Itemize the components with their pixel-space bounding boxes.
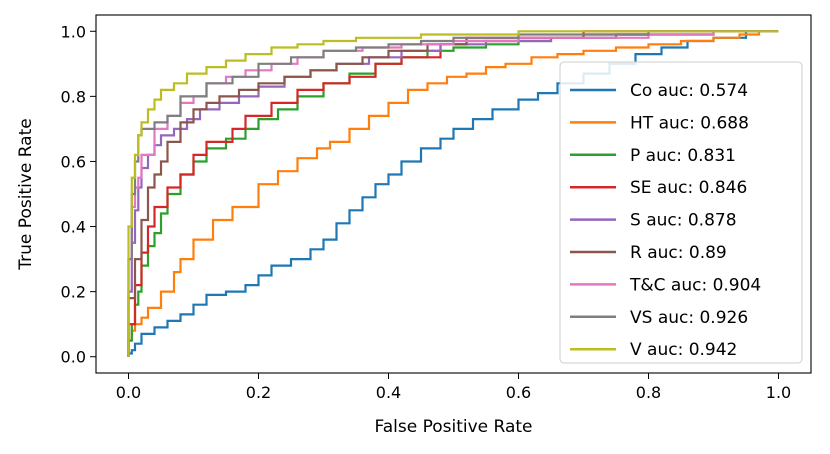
x-tick-label: 1.0 bbox=[766, 383, 791, 402]
legend-label-6: T&C auc: 0.904 bbox=[629, 275, 761, 295]
y-axis-label: True Positive Rate bbox=[16, 118, 36, 270]
x-tick-label: 0.4 bbox=[376, 383, 401, 402]
x-tick-label: 0.2 bbox=[246, 383, 271, 402]
y-tick-label: 0.2 bbox=[61, 283, 86, 302]
axis-ticks: 0.0 0.2 0.4 0.6 0.8 1.0 0.0 0.2 0.4 0.6 0.8 1.0 bbox=[61, 22, 792, 402]
series-line-8 bbox=[127, 30, 779, 357]
series-lines bbox=[127, 30, 779, 357]
legend-label-3: SE auc: 0.846 bbox=[630, 178, 747, 198]
legend-label-0: Co auc: 0.574 bbox=[630, 81, 748, 101]
legend-label-5: R auc: 0.89 bbox=[630, 243, 727, 263]
y-tick-label: 0.6 bbox=[61, 152, 86, 171]
legend-label-7: VS auc: 0.926 bbox=[630, 308, 748, 328]
x-tick-label: 0.6 bbox=[506, 383, 531, 402]
legend-label-4: S auc: 0.878 bbox=[630, 211, 737, 231]
series-line-4 bbox=[127, 30, 779, 357]
legend-label-8: V auc: 0.942 bbox=[630, 340, 737, 360]
axes-frame bbox=[95, 14, 812, 374]
legend-box bbox=[559, 61, 803, 364]
y-tick-label: 1.0 bbox=[61, 22, 86, 41]
y-tick-label: 0.0 bbox=[61, 348, 86, 367]
x-tick-label: 0.0 bbox=[116, 383, 141, 402]
x-axis-label: False Positive Rate bbox=[375, 417, 533, 437]
x-tick-label: 0.8 bbox=[636, 383, 661, 402]
legend-label-1: HT auc: 0.688 bbox=[630, 113, 749, 133]
series-line-3 bbox=[127, 30, 779, 357]
series-line-1 bbox=[127, 30, 779, 357]
y-tick-label: 0.4 bbox=[61, 218, 86, 237]
legend: Co auc: 0.574 HT auc: 0.688 P auc: 0.831 SE… bbox=[559, 61, 803, 364]
plot-area bbox=[95, 14, 812, 374]
y-tick-label: 0.8 bbox=[61, 87, 86, 106]
series-line-5 bbox=[127, 30, 779, 357]
legend-label-2: P auc: 0.831 bbox=[630, 146, 736, 166]
